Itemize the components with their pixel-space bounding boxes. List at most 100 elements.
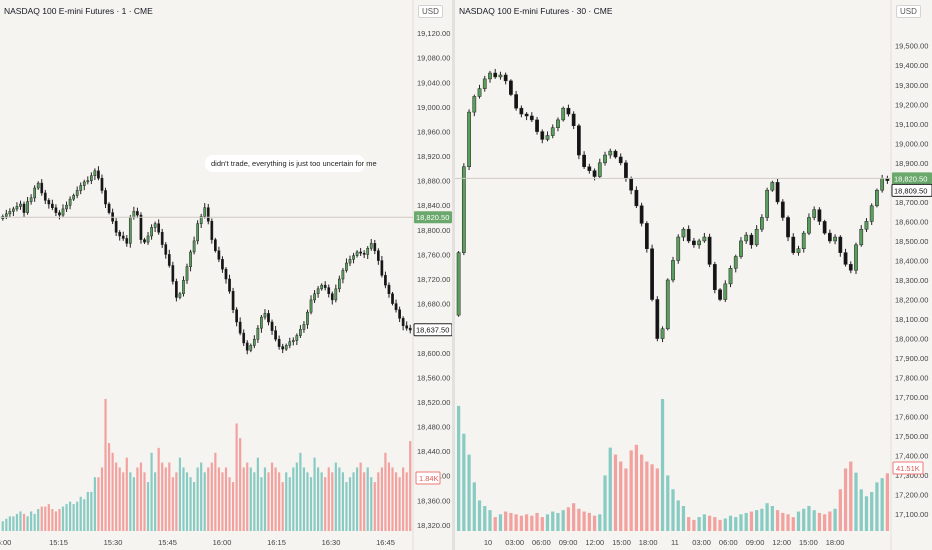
candle-body [571,113,576,127]
candle-body [728,268,733,285]
candle-body [121,235,125,239]
volume-bar [178,457,182,531]
candle-body [277,338,281,347]
candle-body [550,127,555,136]
volume-bar [253,472,256,531]
candle-body [369,243,373,249]
volume-bar [624,468,628,531]
time-tick-label: 06:00 [719,538,738,547]
volume-bar [143,472,146,531]
candle-body [178,293,182,298]
candle-body [93,170,97,176]
candle-body [477,88,482,97]
candle-body [306,311,309,325]
candle-body [330,293,334,301]
price-tick-label: 18,600.00 [895,217,928,226]
volume-bar [551,511,555,531]
candle-body [231,291,235,310]
currency-label[interactable]: USD [896,5,921,18]
chart-pane-1min[interactable]: 19,120.00 19,080.00 19,040.00 19,000.00 18,9… [0,0,452,550]
price-tick-label: 19,400.00 [895,61,928,70]
candle-body [817,209,822,222]
volume-bar [182,467,185,531]
volume-bar [47,504,50,531]
volume-bar [504,511,508,531]
chart-canvas-30min[interactable]: 19,500.00 19,400.00 19,300.00 19,200.00 19,1… [455,0,932,550]
volume-bar [391,467,394,531]
candle-body [770,182,775,191]
candle-body [72,195,75,200]
candle-body [660,328,665,339]
volume-bar [488,510,492,531]
volume-bar [394,472,398,531]
volume-bar [363,472,366,531]
candle-body [334,288,338,301]
candle-body [252,338,256,346]
volume-bar [823,514,827,531]
volume-bar [859,489,863,531]
candle-body [376,250,380,261]
volume-bar [405,472,408,531]
candle-body [493,72,498,78]
volume-bar [629,450,633,531]
volume-bar [671,489,675,531]
candle-body [535,119,539,132]
currency-label[interactable]: USD [418,5,443,18]
candle-body [692,240,696,246]
candle-body [316,288,320,295]
volume-bar [477,500,482,531]
candle-body [167,254,171,266]
volume-bar [739,514,743,531]
candle-body [744,234,749,242]
time-tick-label: 03:00 [505,538,524,547]
volume-bar [796,511,801,531]
volume-bar [79,496,82,531]
candle-body [472,96,477,113]
candle-body [128,217,132,244]
candle-body [366,248,370,255]
volume-value-badge [415,471,441,485]
chart-canvas-1min[interactable]: 19,120.00 19,080.00 19,040.00 19,000.00 18,9… [0,0,452,550]
price-tick-label: 19,500.00 [895,42,928,51]
reference-price-badge [414,211,452,224]
volume-bar [175,472,178,531]
candle-body [153,223,157,228]
volume-bar [65,504,68,531]
volume-bar [320,472,323,531]
candle-body [157,223,161,233]
candle-body [284,345,288,350]
price-tick-label: 19,100.00 [895,120,928,129]
candle-body [733,256,738,269]
chart-pane-30min[interactable]: 19,500.00 19,400.00 19,300.00 19,200.00 19,1… [455,0,932,550]
candle-body [749,234,754,246]
candle-body [242,332,246,344]
price-tick-label: 18,800.00 [417,226,450,235]
candle-body [754,228,759,246]
candle-body [323,284,327,288]
volume-bar [807,505,811,531]
candle-body [760,217,764,230]
time-tick-label: 15:00 [612,538,631,547]
candle-body [509,80,513,95]
volume-bar [90,491,93,531]
candle-body [348,259,352,264]
price-tick-label: 19,080.00 [417,54,450,63]
candle-body [639,205,644,224]
price-tick-label: 17,200.00 [895,491,928,500]
volume-bar [556,512,560,531]
candle-body [302,324,306,330]
time-tick-label: 16:15 [267,538,286,547]
volume-bar [331,472,334,531]
candle-body [185,266,189,281]
candle-body [139,214,143,240]
volume-bar [118,467,121,531]
volume-value-label: 1.84K [419,474,439,483]
price-tick-label: 18,200.00 [895,295,928,304]
volume-bar [267,472,270,531]
candle-body [838,236,843,253]
volume-bar [838,489,842,531]
pane-divider[interactable] [452,0,455,550]
volume-bar [210,462,213,531]
volume-bar [561,510,565,531]
candle-body [456,252,461,316]
